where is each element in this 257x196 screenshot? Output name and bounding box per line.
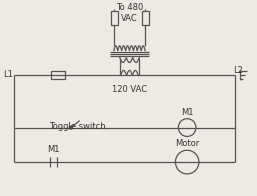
Circle shape bbox=[176, 150, 199, 174]
Bar bbox=[142, 11, 149, 25]
Circle shape bbox=[178, 119, 196, 136]
Circle shape bbox=[69, 126, 72, 129]
Text: 120 VAC: 120 VAC bbox=[112, 85, 147, 94]
Bar bbox=[51, 71, 65, 79]
Text: Toggle switch: Toggle switch bbox=[49, 122, 106, 131]
Text: M1: M1 bbox=[181, 108, 194, 117]
Text: M1: M1 bbox=[47, 145, 59, 154]
Text: To 480
VAC: To 480 VAC bbox=[116, 3, 143, 23]
Bar bbox=[111, 11, 118, 25]
Text: L2: L2 bbox=[233, 66, 243, 75]
Text: Motor: Motor bbox=[175, 139, 199, 148]
Text: L1: L1 bbox=[3, 70, 13, 79]
